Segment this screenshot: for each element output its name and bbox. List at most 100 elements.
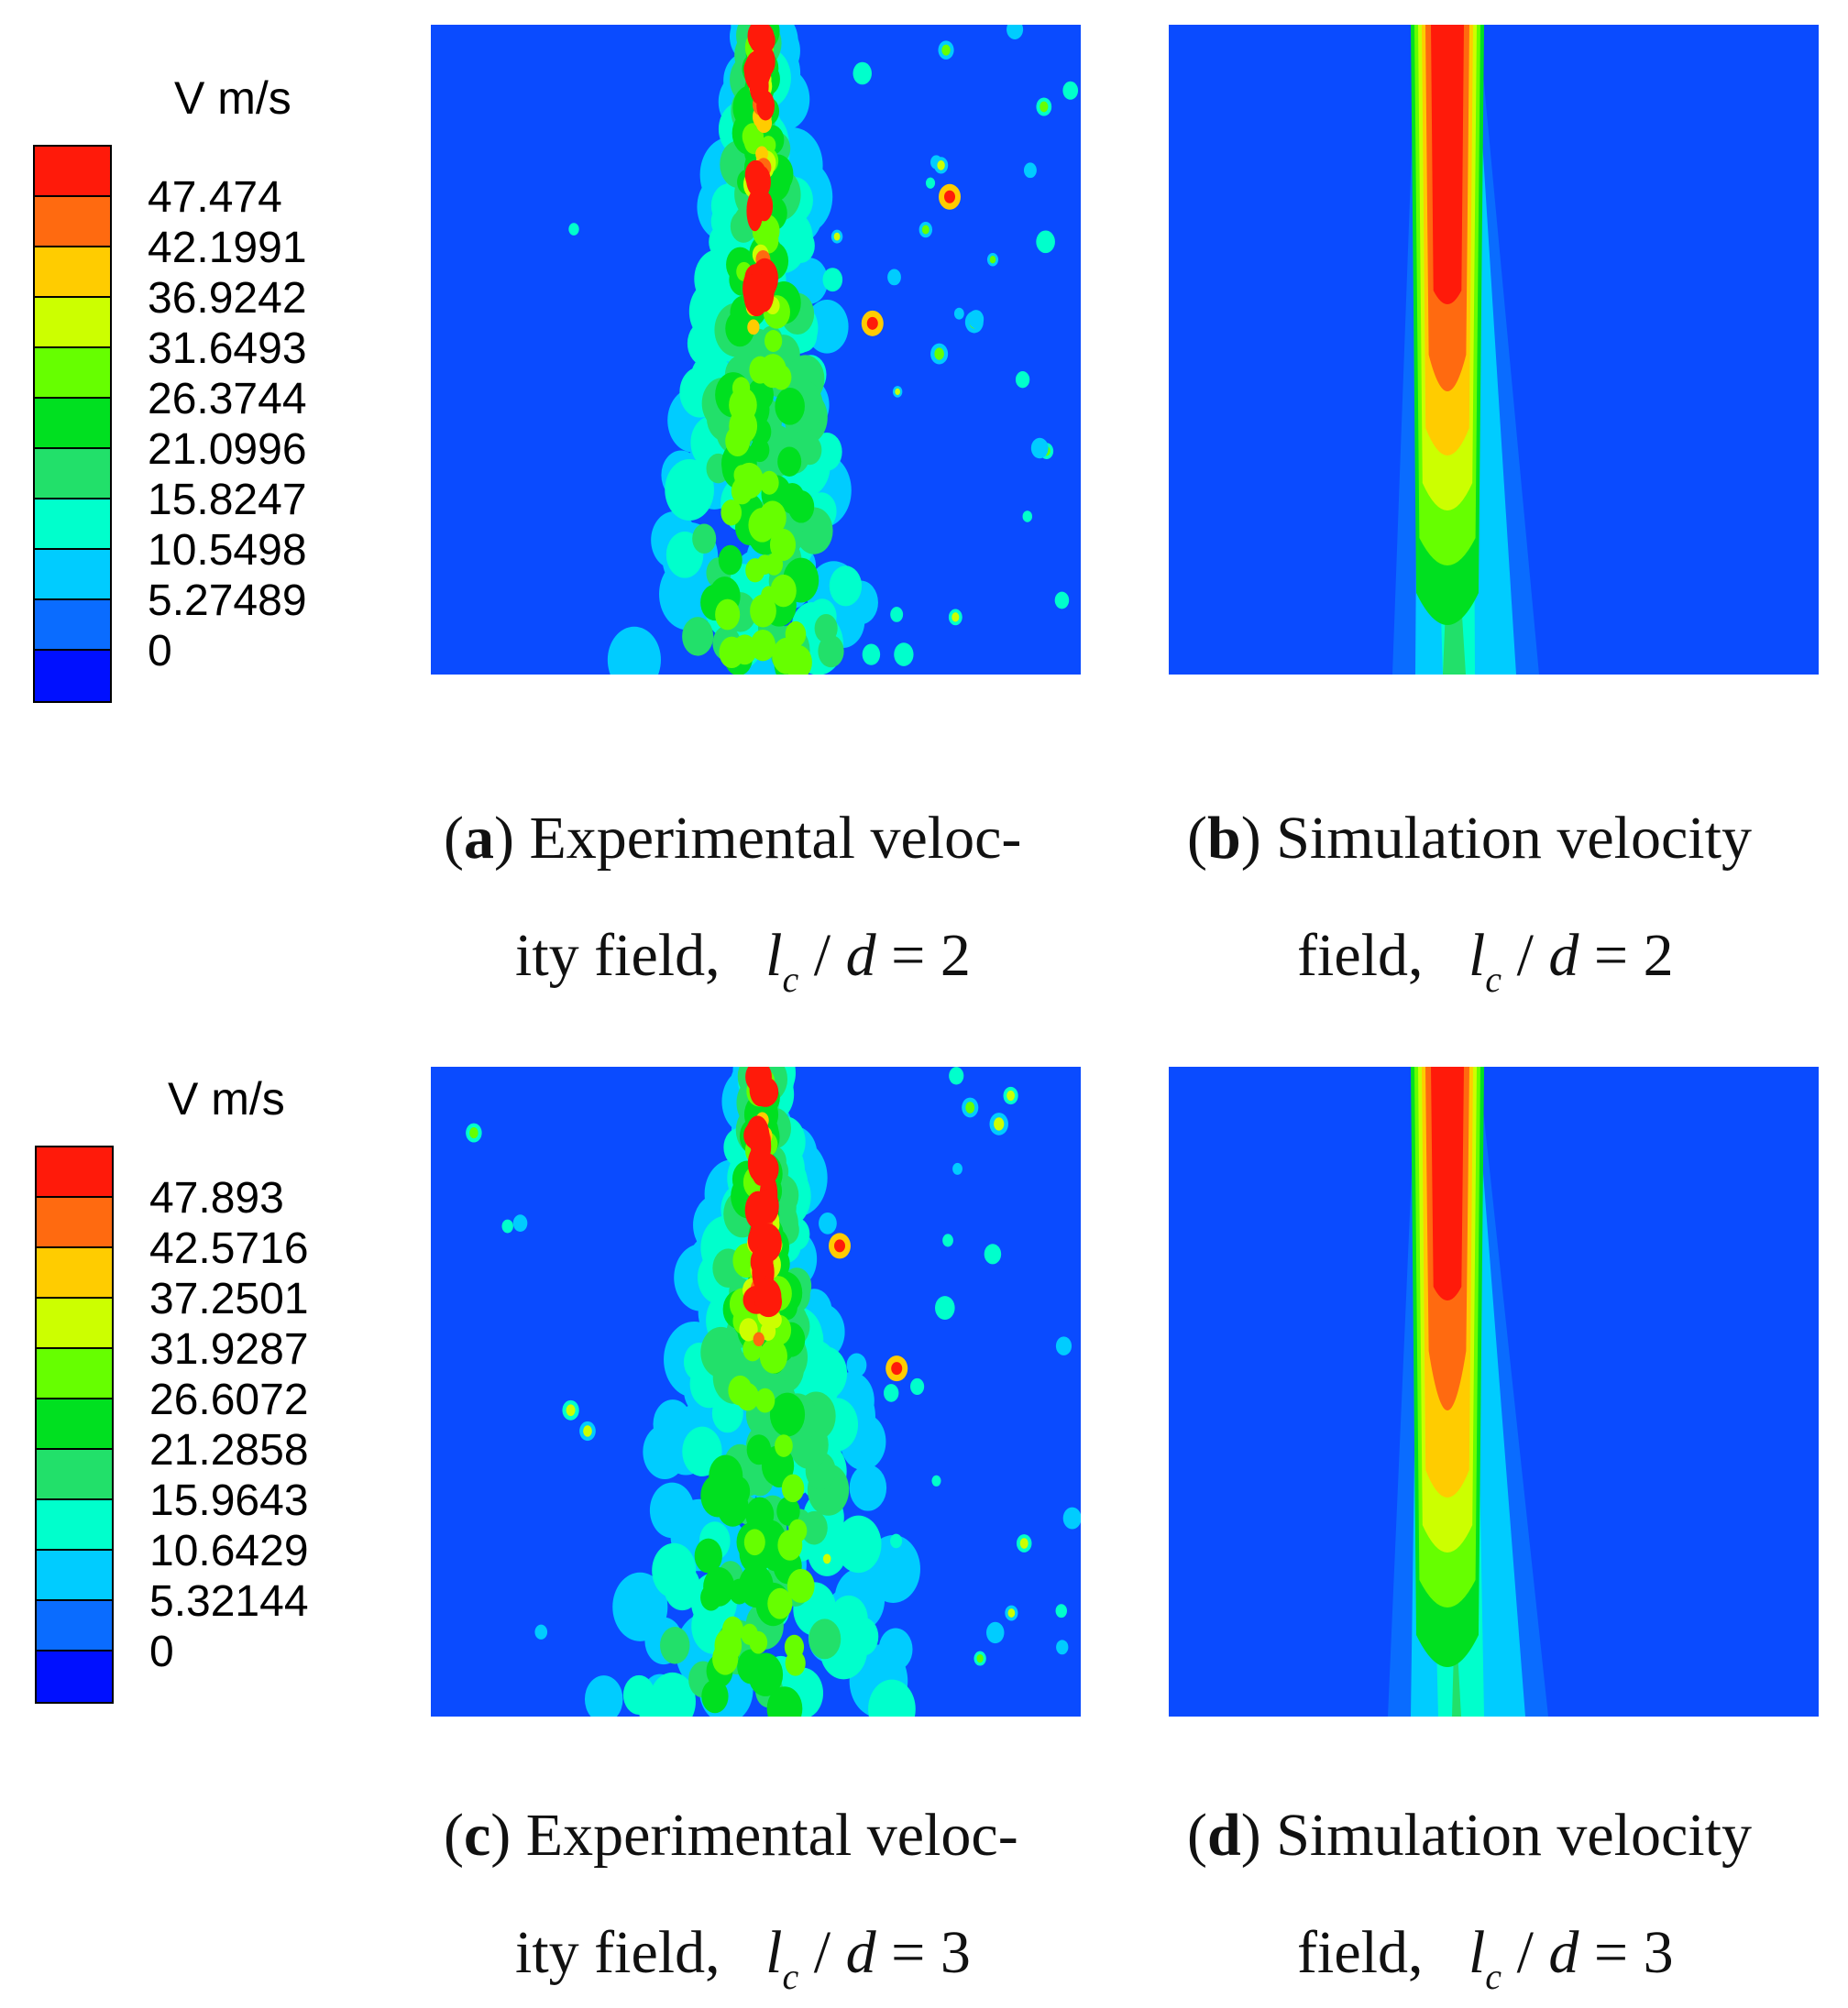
plume-blob (764, 553, 784, 576)
particle-dot (894, 642, 914, 666)
particle-dot (1023, 162, 1037, 179)
caption-b-text2: field, (1297, 922, 1424, 989)
plume-blob (786, 1568, 815, 1604)
particle-dot (949, 1067, 964, 1085)
heatmap-d (1388, 1067, 1548, 1717)
colorbar-swatch (37, 1198, 112, 1248)
colorbar-tick-label: 21.0996 (148, 424, 307, 474)
caption-b-line1: (b) Simulation velocity (1187, 805, 1752, 872)
caption-c-line2: ity field, lc / d = 3 (515, 1923, 971, 1995)
plume-blob (703, 1567, 735, 1607)
hot-particle-core (944, 190, 956, 203)
plume-blob (607, 626, 661, 675)
particle-dot-core (1006, 1090, 1016, 1102)
colorbar-swatch (37, 1450, 112, 1500)
colorbar-swatch (35, 147, 110, 197)
plume-blob (733, 465, 751, 486)
colorbar-swatch (37, 1551, 112, 1601)
plume-core-blob (750, 1246, 774, 1278)
colorbar-tick-label: 36.9242 (148, 273, 307, 323)
caption-b-lc: l (1468, 922, 1486, 989)
colorbar-swatch (35, 197, 110, 247)
colorbar-swatch (35, 348, 110, 399)
particle-dot-core (1019, 1538, 1028, 1549)
particle-dot-core (937, 160, 945, 170)
particle-dot (984, 1244, 1002, 1265)
plume-blob (829, 565, 863, 607)
plume-blob (764, 330, 783, 353)
particle-dot (534, 1624, 548, 1640)
particle-dot-core (941, 44, 951, 56)
caption-b-lc-sub: c (1485, 959, 1502, 1000)
plume-blob (643, 1424, 688, 1479)
plume-blob (700, 1326, 742, 1378)
colorbar-tick-label: 31.6493 (148, 324, 307, 373)
colorbar-swatch (35, 449, 110, 499)
caption-d-line2: field, lc / d = 3 (1297, 1923, 1674, 1995)
caption-b-label: b (1206, 805, 1241, 872)
particle-dot (874, 1661, 885, 1673)
particle-dot-core (833, 232, 841, 241)
particle-dot (1055, 1336, 1072, 1355)
colorbar-tick-label: 21.2858 (149, 1425, 309, 1475)
colorbar-tick-label: 10.5498 (148, 525, 307, 575)
caption-d-eq: = (1593, 1919, 1629, 1986)
caption-c-line1: (c) Experimental veloc- (444, 1802, 1018, 1869)
particle-dot (968, 310, 984, 329)
colorbar-tick-label: 15.8247 (148, 475, 307, 524)
particle-dot (1030, 437, 1049, 459)
heatmap-a (568, 25, 1079, 675)
particle-dot-core (952, 612, 960, 622)
simulation-velocity-field-d (1169, 1067, 1819, 1717)
plume-blob (769, 1392, 806, 1437)
jet-core-red (1431, 25, 1464, 304)
caption-a-label: a (463, 805, 494, 872)
particle-dot (1036, 230, 1055, 254)
particle-dot (1062, 81, 1079, 100)
plume-blob (758, 500, 786, 535)
colorbar-tick-label: 47.474 (148, 172, 282, 222)
particle-dot (890, 1533, 903, 1549)
caption-c-d: d (845, 1919, 876, 1986)
plume-blob (750, 594, 776, 628)
particle-dot (568, 223, 579, 236)
plume-blob (849, 1465, 887, 1511)
particle-dot (1055, 1604, 1067, 1618)
particle-dot (1062, 1507, 1081, 1530)
plume-blob (800, 1510, 828, 1545)
colorbar-title-top: V m/s (174, 72, 292, 124)
plume-blob (718, 544, 742, 576)
heatmap-b (1392, 25, 1539, 675)
caption-b-d: d (1548, 922, 1579, 989)
colorbar-swatch (37, 1248, 112, 1299)
caption-c-lc: l (765, 1919, 783, 1986)
particle-dot (852, 61, 872, 85)
particle-dot (952, 1162, 962, 1175)
particle-dot (953, 307, 964, 320)
caption-a-lc: l (765, 922, 783, 989)
colorbar-legend-bottom: V m/s 47.893 42.5716 37.2501 31.9287 26.6072… (0, 1036, 385, 1769)
particle-dot-core (976, 1653, 984, 1663)
experimental-velocity-field-c (431, 1067, 1081, 1717)
colorbar-tick-label: 15.9643 (149, 1476, 309, 1525)
particle-dot-core (989, 256, 996, 264)
plume-blob (835, 1515, 882, 1574)
particle-dot (501, 1219, 513, 1234)
caption-c-lc-sub: c (782, 1956, 799, 1997)
caption-d-d: d (1548, 1919, 1579, 1986)
plume-core-blob (752, 27, 776, 54)
plume-blob (694, 1538, 722, 1574)
plume-blob (777, 446, 802, 477)
particle-dot-core (822, 1553, 831, 1564)
particle-dot (846, 1353, 867, 1377)
plume-blob (808, 1618, 842, 1660)
colorbar-tick-label: 42.1991 (148, 223, 307, 272)
particle-dot (1022, 510, 1033, 522)
plume-blob (776, 1497, 800, 1526)
colorbar-tick-label: 42.5716 (149, 1223, 309, 1273)
colorbar-tick-label: 31.9287 (149, 1324, 309, 1374)
caption-d-lc-sub: c (1485, 1956, 1502, 1997)
plume-blob (781, 1474, 805, 1503)
colorbar-swatch (37, 1651, 112, 1702)
caption-b-slash: / (1516, 922, 1534, 989)
